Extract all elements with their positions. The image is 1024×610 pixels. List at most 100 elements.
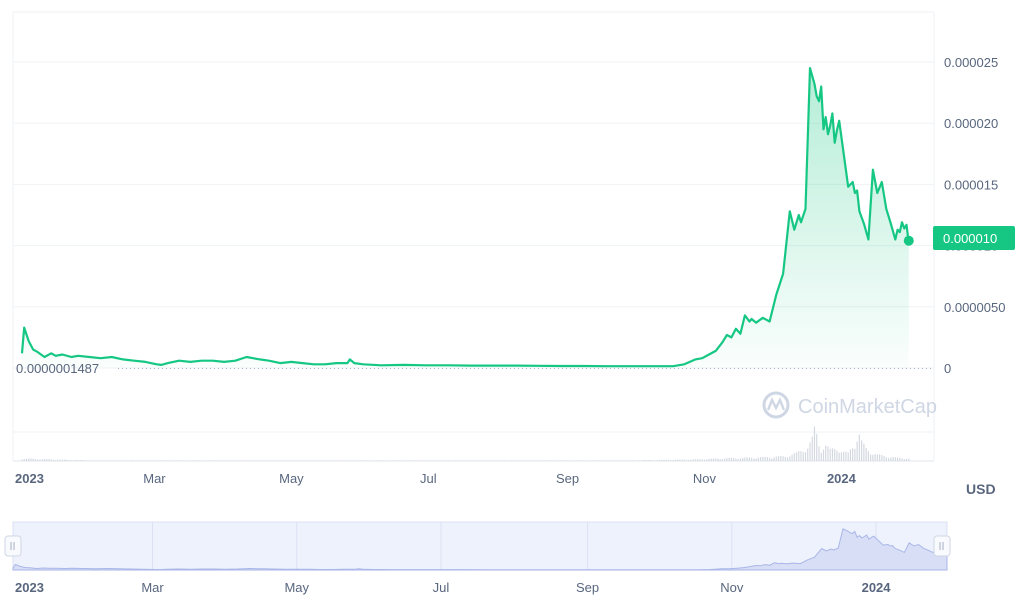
y-axis: 0 0.0000050 0.000010 0.000015 0.000020 0.0000…: [944, 55, 1005, 376]
volume-bar: [427, 460, 429, 461]
volume-bar: [703, 459, 706, 461]
x-tick-label: Nov: [693, 471, 717, 486]
volume-bar: [108, 460, 111, 461]
volume-bar: [852, 448, 854, 461]
volume-bar: [434, 460, 436, 461]
volume-bar: [236, 460, 239, 461]
price-line: [20, 67, 910, 368]
volume-bar: [899, 457, 901, 461]
volume-bar: [856, 441, 858, 461]
volume-bar: [257, 460, 259, 461]
volume-bar: [596, 460, 598, 461]
volume-bar: [560, 460, 562, 461]
volume-bar: [308, 460, 310, 461]
volume-bar: [730, 457, 733, 461]
volume-bar: [178, 460, 180, 461]
volume-bar: [57, 459, 59, 461]
volume-bar: [744, 457, 746, 461]
volume-bar: [802, 452, 804, 461]
volume-bar: [685, 459, 688, 461]
volume-bar: [647, 460, 649, 461]
volume-bar: [728, 457, 730, 461]
volume-bar: [506, 460, 508, 461]
volume-bar: [432, 460, 434, 461]
volume-bar: [456, 460, 459, 461]
volume-bar: [733, 458, 735, 461]
volume-bar: [117, 460, 120, 461]
volume-bar: [142, 460, 144, 461]
volume-bar: [28, 458, 30, 461]
volume-bar: [905, 458, 908, 461]
volume-bar: [522, 460, 524, 461]
volume-bar: [710, 458, 712, 461]
volume-bar: [189, 460, 191, 461]
volume-bar: [259, 460, 261, 461]
volume-bar: [634, 460, 636, 461]
volume-bar: [196, 460, 198, 461]
volume-bar: [861, 440, 863, 461]
volume-bar: [268, 460, 270, 461]
volume-bar: [748, 457, 750, 461]
volume-bar: [598, 460, 600, 461]
volume-bar: [254, 460, 257, 461]
volume-bar: [223, 460, 225, 461]
volume-bar: [344, 460, 346, 461]
volume-bar: [364, 460, 367, 461]
volume-bar: [650, 460, 652, 461]
volume-bar: [800, 451, 802, 461]
volume-bar: [699, 459, 701, 461]
volume-bar: [481, 460, 483, 461]
volume-bar: [380, 460, 382, 461]
volume-bar: [331, 460, 333, 461]
volume-bar: [349, 460, 351, 461]
volume-bar: [670, 460, 672, 461]
volume-bar: [252, 460, 254, 461]
volume-bar: [328, 460, 331, 461]
volume-bar: [346, 460, 349, 461]
volume-bar: [876, 454, 878, 461]
volume-bar: [757, 457, 759, 461]
volume-bar: [632, 460, 634, 461]
volume-bar: [726, 458, 728, 461]
volume-bar: [692, 459, 694, 461]
volume-bar: [68, 459, 70, 461]
volume-bar: [636, 460, 638, 461]
volume-bar: [854, 448, 856, 461]
volume-bar: [230, 460, 232, 461]
volume-bar: [719, 459, 721, 461]
volume-bar: [140, 460, 142, 461]
volume-bar: [421, 460, 423, 461]
volume-bar: [517, 460, 519, 461]
volume-bar: [438, 460, 441, 461]
x-tick-label: Sep: [556, 471, 579, 486]
volume-bar: [555, 460, 557, 461]
volume-bar: [319, 460, 322, 461]
price-area: [22, 68, 909, 368]
navigator-left-handle[interactable]: [4, 535, 22, 557]
navigator[interactable]: [4, 521, 951, 571]
grid-lines: [12, 11, 935, 462]
volume-bar: [418, 460, 420, 461]
volume-bar: [46, 458, 48, 461]
volume-bar: [495, 460, 497, 461]
min-price-label: 0.0000001487: [16, 361, 99, 376]
volume-bar: [735, 458, 737, 461]
volume-bar: [167, 460, 169, 461]
volume-bar: [777, 456, 780, 461]
volume-bar: [445, 460, 447, 461]
volume-bar: [667, 459, 670, 461]
navigator-x-axis: 2023 Mar May Jul Sep Nov 2024: [15, 580, 891, 595]
volume-bar: [284, 460, 286, 461]
volume-bar: [43, 459, 46, 461]
current-price-badge: 0.000010: [933, 226, 1015, 250]
volume-bar: [863, 443, 865, 461]
volume-bar: [459, 460, 461, 461]
volume-bar: [544, 460, 546, 461]
volume-bar: [21, 459, 23, 461]
navigator-x-tick-label: 2024: [862, 580, 892, 595]
navigator-right-handle[interactable]: [933, 535, 951, 557]
volume-bar: [290, 460, 292, 461]
volume-bar: [843, 451, 845, 461]
volume-bar: [553, 460, 555, 461]
volume-bar: [95, 460, 97, 461]
